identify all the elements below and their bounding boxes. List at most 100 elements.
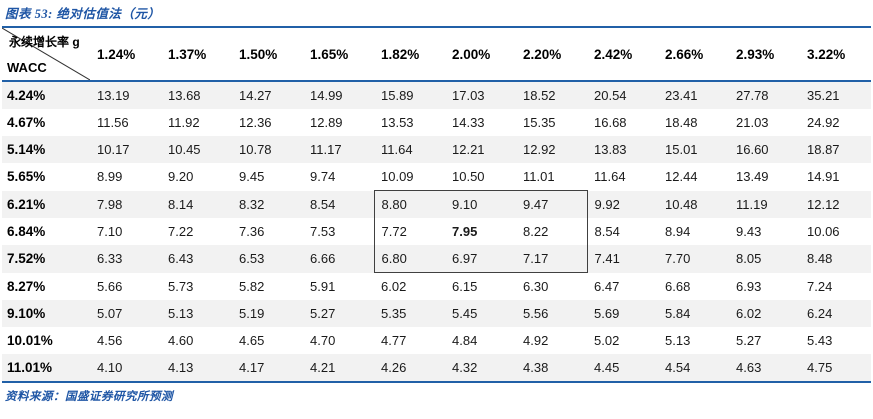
table-row: 11.01% 4.10 4.13 4.17 4.21 4.26 4.32 4.38 4.45 4.…	[2, 354, 871, 383]
value-cell: 11.64	[381, 142, 413, 157]
value-cell: 5.07	[97, 306, 123, 321]
value-cell: 20.54	[594, 88, 627, 103]
value-cell: 6.97	[445, 245, 516, 273]
value-cell: 7.22	[168, 224, 194, 239]
value-cell: 6.30	[523, 279, 549, 294]
value-cell: 7.53	[310, 224, 336, 239]
value-cell: 8.94	[665, 224, 691, 239]
value-cell: 5.91	[310, 278, 336, 294]
wacc-row-header: 9.10%	[7, 306, 46, 321]
value-cell: 4.54	[658, 354, 729, 383]
value-cell: 11.56	[97, 115, 129, 130]
value-cell: 7.41	[594, 251, 620, 267]
value-cell: 12.36	[239, 115, 272, 130]
table-row: 7.52% 6.33 6.43 6.53 6.66 6.80 6.97 7.17 7.41 7.7…	[2, 245, 871, 273]
value-cell: 12.92	[523, 142, 556, 157]
table-row: 8.27% 5.66 5.73 5.82 5.91 6.02 6.15 6.30 6.47 6.6…	[2, 273, 871, 301]
value-cell: 12.12	[807, 196, 840, 212]
value-cell: 15.35	[523, 115, 556, 130]
value-cell: 7.24	[807, 278, 833, 294]
wacc-row-header: 4.67%	[7, 115, 46, 130]
value-cell: 17.03	[452, 88, 485, 103]
column-header: 2.66%	[658, 26, 729, 82]
value-cell: 7.10	[97, 224, 123, 239]
diagonal-line	[2, 28, 90, 80]
value-cell: 11.64	[594, 169, 626, 185]
value-cell: 18.48	[665, 115, 698, 130]
value-cell: 5.73	[168, 278, 194, 294]
value-cell: 4.32	[445, 354, 516, 383]
value-cell: 5.82	[239, 278, 265, 294]
value-cell: 11.19	[736, 196, 768, 212]
value-cell: 4.45	[587, 354, 658, 383]
value-cell: 8.05	[736, 251, 762, 267]
table-row: 4.24% 13.19 13.68 14.27 14.99 15.89 17.03 18.52…	[2, 81, 871, 109]
value-cell: 4.38	[516, 354, 587, 383]
value-cell: 9.20	[168, 169, 194, 185]
table-body: 4.24% 13.19 13.68 14.27 14.99 15.89 17.03 18.52…	[2, 81, 871, 383]
value-cell: 4.17	[232, 354, 303, 383]
value-cell: 9.10	[445, 190, 516, 218]
value-cell: 14.99	[310, 88, 343, 103]
value-cell: 9.47	[516, 190, 588, 218]
value-cell: 12.21	[452, 142, 485, 157]
value-cell: 5.27	[736, 333, 762, 348]
value-cell: 24.92	[807, 115, 840, 130]
corner-label-growth-rate: 永续增长率 g	[9, 35, 80, 49]
value-cell: 8.22	[516, 218, 588, 245]
value-cell: 4.63	[729, 354, 800, 383]
value-cell: 13.19	[97, 88, 130, 103]
value-cell: 27.78	[736, 88, 769, 103]
wacc-row-header: 11.01%	[2, 354, 90, 383]
value-cell: 5.43	[807, 333, 833, 348]
wacc-row-header: 10.01%	[7, 333, 53, 348]
value-cell: 6.80	[373, 245, 445, 273]
wacc-row-header: 4.24%	[7, 88, 46, 103]
value-cell: 6.66	[310, 251, 336, 267]
value-cell: 5.84	[665, 306, 691, 321]
value-cell: 11.92	[168, 115, 200, 130]
column-header: 2.00%	[445, 26, 516, 82]
value-cell: 5.13	[665, 333, 691, 348]
column-header: 1.50%	[232, 26, 303, 82]
value-cell: 8.99	[97, 169, 123, 185]
value-cell: 4.84	[452, 333, 478, 348]
figure-title: 图表 53: 绝对估值法（元）	[5, 7, 161, 21]
table-row: 6.84% 7.10 7.22 7.36 7.53 7.72 7.95 8.22 8.54 8.9…	[2, 218, 871, 245]
wacc-row-header: 6.21%	[7, 196, 46, 212]
value-cell: 6.33	[97, 251, 123, 267]
column-header: 1.65%	[303, 26, 374, 82]
value-cell: 6.53	[239, 251, 265, 267]
column-header: 2.42%	[587, 26, 658, 82]
value-cell: 4.26	[374, 354, 445, 383]
value-cell: 7.98	[97, 196, 123, 212]
value-cell: 4.70	[310, 333, 336, 348]
value-cell: 6.93	[736, 278, 762, 294]
column-header: 1.24%	[90, 26, 161, 82]
value-cell: 10.06	[807, 224, 840, 239]
value-cell: 5.66	[97, 278, 123, 294]
value-cell: 4.65	[239, 333, 265, 348]
value-cell: 10.17	[97, 142, 130, 157]
wacc-row-header: 5.14%	[7, 142, 46, 157]
value-cell: 14.33	[452, 115, 485, 130]
report-table-page: 图表 53: 绝对估值法（元） 永续增长率 g WACC 1.24% 1.37% 1…	[0, 3, 873, 419]
value-cell: 6.02	[736, 306, 762, 321]
source-note: 资料来源：国盛证券研究所预测	[5, 391, 173, 403]
value-cell: 18.87	[807, 142, 840, 157]
value-cell: 9.92	[594, 196, 620, 212]
value-cell: 7.70	[665, 251, 691, 267]
value-cell: 5.35	[381, 306, 407, 321]
value-cell: 6.47	[594, 278, 620, 294]
value-cell: 16.68	[594, 115, 627, 130]
value-cell: 6.43	[168, 251, 194, 267]
value-cell: 8.54	[310, 196, 336, 212]
wacc-row-header: 5.65%	[7, 169, 46, 185]
value-cell: 10.09	[381, 169, 414, 184]
value-cell: 11.01	[523, 169, 555, 184]
value-cell: 14.91	[807, 169, 840, 185]
wacc-row-header: 6.84%	[7, 224, 46, 239]
value-cell: 35.21	[807, 88, 840, 103]
value-cell: 6.24	[807, 306, 833, 321]
value-cell: 4.56	[97, 333, 123, 348]
